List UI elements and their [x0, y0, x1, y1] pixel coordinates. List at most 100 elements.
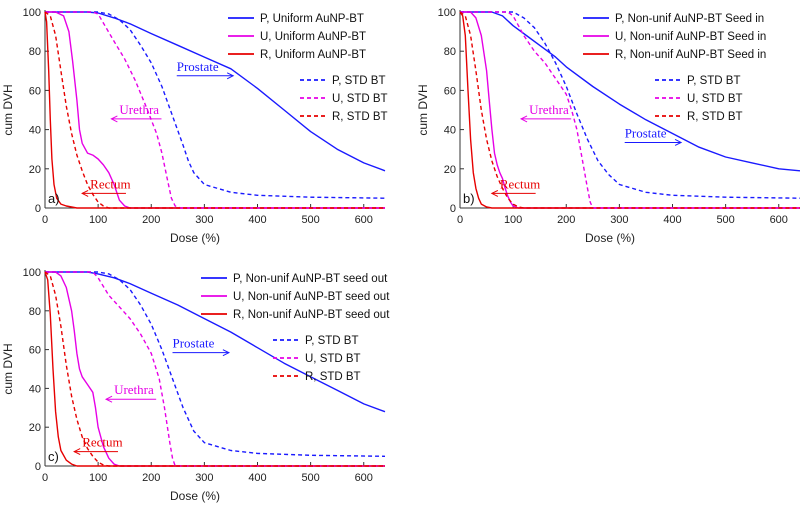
y-tick-label: 0: [35, 461, 41, 473]
series-line-u-aunp: [45, 271, 385, 467]
legend-label: P, Non-unif AuNP-BT Seed in: [615, 13, 764, 25]
annotation-urethra: Urethra: [114, 382, 154, 397]
series-line-p-aunp: [45, 11, 386, 172]
annotation-prostate: Prostate: [625, 125, 667, 140]
series-line-p-std: [45, 271, 386, 457]
x-tick-label: 300: [610, 214, 628, 226]
series-line-p-std: [45, 11, 386, 199]
legend-label: R, Non-unif AuNP-BT seed out: [233, 309, 390, 321]
legend-label: P, STD BT: [687, 75, 740, 87]
legend-label: U, STD BT: [305, 353, 361, 365]
x-tick-label: 500: [301, 214, 319, 226]
y-tick-label: 40: [444, 125, 456, 137]
series-line-r-std: [44, 11, 385, 209]
y-tick-label: 40: [29, 383, 41, 395]
x-tick-label: 400: [248, 214, 266, 226]
annotation-arrowhead: [519, 115, 528, 123]
y-tick-label: 0: [35, 203, 41, 215]
y-tick-label: 20: [29, 164, 41, 176]
x-tick-label: 300: [195, 214, 213, 226]
x-tick-label: 0: [42, 214, 48, 226]
annotation-arrowhead: [110, 115, 118, 123]
y-tick-label: 60: [29, 345, 41, 357]
x-tick-label: 600: [770, 214, 788, 226]
x-axis-label: Dose (%): [585, 231, 635, 245]
series-line-r-std: [459, 11, 800, 209]
annotation-arrowhead: [73, 448, 81, 456]
x-tick-label: 100: [504, 214, 522, 226]
x-tick-label: 100: [89, 214, 107, 226]
y-tick-label: 60: [29, 85, 41, 97]
y-axis-label: cum DVH: [416, 84, 430, 135]
annotation-arrowhead: [222, 349, 231, 357]
annotation-arrowhead: [226, 72, 235, 80]
annotation-rectum: Rectum: [500, 176, 540, 191]
x-tick-label: 300: [195, 472, 213, 484]
x-tick-label: 400: [248, 472, 266, 484]
x-tick-label: 200: [142, 214, 160, 226]
y-tick-label: 80: [29, 46, 41, 58]
annotation-urethra: Urethra: [119, 102, 159, 117]
x-tick-label: 100: [89, 472, 107, 484]
x-tick-label: 600: [355, 472, 373, 484]
annotation-arrowhead: [81, 189, 89, 197]
y-tick-label: 80: [29, 306, 41, 318]
y-axis-label: cum DVH: [1, 343, 15, 394]
y-tick-label: 100: [438, 7, 456, 19]
legend: P, Non-unif AuNP-BT Seed in U, Non-unif A…: [583, 13, 766, 123]
legend-label: P, STD BT: [332, 75, 385, 87]
panel-label: b): [463, 191, 475, 206]
y-tick-label: 80: [444, 46, 456, 58]
x-axis-label: Dose (%): [170, 231, 220, 245]
legend-label: U, STD BT: [687, 93, 743, 105]
legend-label: U, Non-unif AuNP-BT Seed in: [615, 31, 766, 43]
series-line-p-std: [460, 11, 800, 199]
series-line-r-aunp: [459, 11, 800, 209]
x-tick-label: 600: [355, 214, 373, 226]
legend-label: R, STD BT: [332, 111, 388, 123]
series-line-u-aunp: [45, 11, 385, 209]
chart-panel-1: 0 100 200 300 400 500 600 0 20 40 60 80 100 Dose (%) c…: [1, 7, 388, 245]
legend: P, Uniform AuNP-BT U, Uniform AuNP-BT R, U…: [228, 13, 388, 123]
panel-label: a): [48, 191, 60, 206]
legend-label: U, STD BT: [332, 93, 388, 105]
chart-panel-3: 0 100 200 300 400 500 600 0 20 40 60 80 100 Dose (%) c…: [1, 267, 390, 503]
x-tick-label: 200: [142, 472, 160, 484]
series-line-r-std: [44, 271, 385, 467]
legend-label: U, Non-unif AuNP-BT seed out: [233, 291, 390, 303]
y-tick-label: 0: [450, 203, 456, 215]
series-line-r-aunp: [44, 271, 385, 467]
legend-label: U, Uniform AuNP-BT: [260, 31, 366, 43]
annotation-arrowhead: [674, 138, 683, 146]
series-line-r-aunp: [44, 11, 385, 209]
y-tick-label: 100: [23, 7, 41, 19]
annotation-prostate: Prostate: [173, 336, 215, 351]
y-axis-label: cum DVH: [1, 84, 15, 135]
x-tick-label: 400: [663, 214, 681, 226]
x-tick-label: 200: [557, 214, 575, 226]
legend-label: P, STD BT: [305, 335, 358, 347]
annotation-arrowhead: [104, 395, 113, 403]
series-line-u-std: [45, 271, 385, 467]
y-tick-label: 40: [29, 125, 41, 137]
legend-label: R, Non-unif AuNP-BT Seed in: [615, 49, 766, 61]
legend-label: P, Uniform AuNP-BT: [260, 13, 364, 25]
x-tick-label: 500: [716, 214, 734, 226]
annotation-rectum: Rectum: [82, 435, 122, 450]
series-line-p-aunp: [460, 11, 800, 172]
y-tick-label: 100: [23, 267, 41, 279]
legend-label: R, STD BT: [687, 111, 743, 123]
annotation-prostate: Prostate: [177, 59, 219, 74]
annotation-urethra: Urethra: [529, 102, 569, 117]
x-tick-label: 0: [42, 472, 48, 484]
series-line-u-aunp: [460, 11, 800, 209]
x-tick-label: 500: [301, 472, 319, 484]
chart-panel-2: 0 100 200 300 400 500 600 0 20 40 60 80 100 Dose (%) c…: [416, 7, 800, 245]
series-line-u-std: [45, 11, 385, 209]
series-line-p-aunp: [45, 271, 386, 413]
y-tick-label: 20: [29, 422, 41, 434]
y-tick-label: 20: [444, 164, 456, 176]
annotation-rectum: Rectum: [90, 176, 130, 191]
x-axis-label: Dose (%): [170, 489, 220, 503]
